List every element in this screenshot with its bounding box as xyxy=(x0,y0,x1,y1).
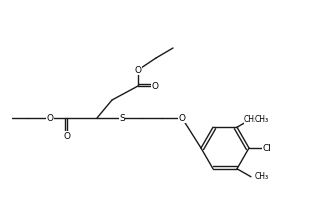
Text: O: O xyxy=(47,113,54,122)
Text: CH₃: CH₃ xyxy=(255,172,269,181)
Text: CH₃: CH₃ xyxy=(255,115,269,124)
Text: S: S xyxy=(119,113,125,122)
Text: O: O xyxy=(64,131,70,140)
Text: O: O xyxy=(151,81,158,91)
Text: O: O xyxy=(135,66,141,75)
Text: CH₃: CH₃ xyxy=(244,115,258,124)
Text: Cl: Cl xyxy=(263,143,271,152)
Text: O: O xyxy=(178,113,186,122)
